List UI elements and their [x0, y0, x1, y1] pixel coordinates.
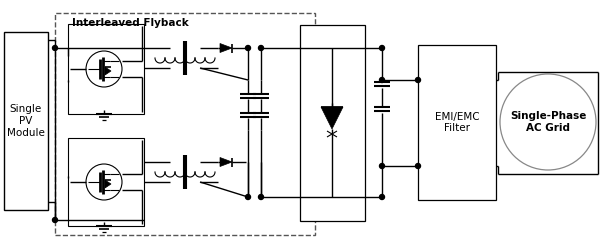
Circle shape [380, 164, 385, 169]
Circle shape [53, 217, 58, 223]
Circle shape [380, 46, 385, 51]
Polygon shape [220, 44, 232, 53]
Circle shape [53, 46, 58, 51]
Circle shape [86, 51, 122, 87]
Text: Interleaved Flyback: Interleaved Flyback [71, 18, 188, 28]
Circle shape [245, 46, 251, 51]
Bar [300, 25, 365, 221]
Bar [68, 24, 144, 114]
Circle shape [380, 194, 385, 199]
Circle shape [415, 77, 421, 82]
Bar [418, 45, 496, 200]
Polygon shape [220, 158, 232, 167]
Circle shape [86, 164, 122, 200]
Text: Single-Phase
AC Grid: Single-Phase AC Grid [510, 111, 586, 133]
Circle shape [415, 164, 421, 169]
Polygon shape [105, 180, 111, 188]
Circle shape [245, 194, 251, 199]
Bar [4, 32, 48, 210]
Text: Single
PV
Module: Single PV Module [7, 104, 45, 138]
Bar [55, 13, 315, 235]
Polygon shape [105, 67, 111, 75]
Text: EMI/EMC
Filter: EMI/EMC Filter [434, 112, 479, 133]
Circle shape [500, 74, 596, 170]
Bar [68, 138, 144, 226]
Circle shape [259, 46, 263, 51]
Polygon shape [321, 107, 343, 129]
Circle shape [380, 77, 385, 82]
Circle shape [259, 194, 263, 199]
